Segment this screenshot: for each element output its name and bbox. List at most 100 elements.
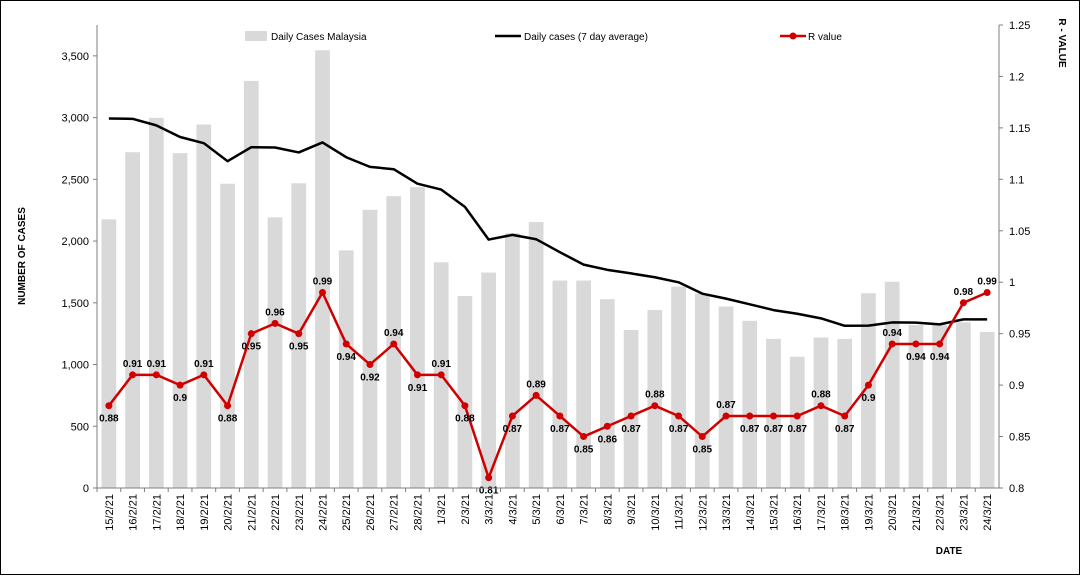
x-tick-label-35: 22/3/21 [935,494,947,531]
r-label-13: 0.91 [408,383,428,394]
r-point-19 [556,412,564,420]
bar-21 [599,299,615,488]
r-label-0: 0.88 [99,414,119,425]
x-tick-label-11: 26/2/21 [365,494,377,531]
x-tick-label-20: 7/3/21 [579,494,591,525]
y2-tick-label-5: 1.05 [1009,226,1030,238]
r-point-30 [817,402,825,410]
r-label-4: 0.91 [194,359,214,370]
bar-29 [789,356,805,488]
x-axis-title: DATE [936,546,963,557]
bar-15 [457,296,473,488]
r-label-35: 0.94 [930,352,950,363]
y2-tick-label-2: 0.9 [1009,380,1024,392]
r-point-11 [366,361,374,369]
bar-26 [718,306,734,488]
x-tick-label-36: 23/3/21 [958,494,970,531]
bar-4 [196,124,212,488]
r-label-8: 0.95 [289,342,309,353]
r-label-18: 0.89 [526,379,546,390]
r-point-27 [746,412,754,420]
r-point-35 [936,340,944,348]
r-label-1: 0.91 [123,359,143,370]
y2-tick-label-9: 1.25 [1009,20,1030,32]
y-tick-label-0: 0 [83,483,89,495]
x-tick-label-9: 24/2/21 [318,494,330,531]
x-tick-label-27: 14/3/21 [745,494,757,531]
r-label-19: 0.87 [550,424,570,435]
x-tick-label-37: 24/3/21 [982,494,994,531]
r-point-25 [698,433,706,441]
x-tick-label-28: 15/3/21 [769,494,781,531]
r-point-28 [770,412,777,420]
x-tick-label-10: 25/2/21 [341,494,353,531]
r-point-8 [295,330,303,338]
bar-10 [338,250,354,488]
r-point-3 [176,381,184,389]
bar-19 [552,280,568,488]
r-point-2 [152,371,160,379]
x-tick-label-5: 20/2/21 [223,494,235,531]
x-tick-label-15: 2/3/21 [460,494,472,525]
r-point-10 [342,340,350,348]
bar-5 [220,183,235,488]
y2-tick-label-7: 1.15 [1009,123,1030,135]
r-point-17 [508,412,516,420]
x-tick-label-24: 11/3/21 [674,494,686,530]
legend: Daily Cases Malaysia Daily cases (7 day … [245,31,842,43]
bar-9 [315,50,330,488]
r-label-32: 0.9 [861,393,875,404]
bar-2 [148,117,164,489]
bar-37 [979,331,995,488]
x-tick-label-26: 13/3/21 [721,494,733,531]
legend-label-bars: Daily Cases Malaysia [271,32,367,43]
r-point-26 [722,412,730,420]
r-value-series: 0.880.91 0.910.90.910.880.950.960.950.990… [99,277,997,497]
r-point-21 [603,422,611,430]
x-tick-label-29: 16/3/21 [792,494,804,531]
r-label-25: 0.85 [693,445,713,456]
x-tick-label-4: 19/2/21 [199,494,211,531]
r-label-29: 0.87 [788,424,808,435]
bar-6 [243,80,259,489]
r-point-4 [200,371,208,379]
r-label-30: 0.88 [811,390,831,401]
r-point-22 [627,412,635,420]
r-point-32 [864,381,872,389]
x-tick-label-17: 4/3/21 [507,494,519,525]
x-tick-label-21: 8/3/21 [602,494,614,525]
x-tick-label-3: 18/2/21 [175,494,187,531]
y-axis-title: NUMBER OF CASES [17,207,28,305]
y2-tick-label-0: 0.8 [1009,483,1024,495]
bar-34 [908,325,924,488]
bar-1 [125,152,140,489]
r-label-7: 0.96 [265,307,285,318]
x-tick-label-19: 6/3/21 [555,494,567,525]
bar-18 [528,222,544,488]
x-tick-label-22: 9/3/21 [626,494,638,525]
bar-33 [884,281,900,488]
r-label-14: 0.91 [431,359,451,370]
r-label-31: 0.87 [835,424,855,435]
r-value-line [107,291,988,479]
bar-27 [742,320,758,488]
r-label-33: 0.94 [882,328,902,339]
y-tick-label-3: 1,500 [61,298,89,310]
r-point-1 [129,371,137,379]
average-line-series [108,117,988,328]
r-label-9: 0.99 [313,277,333,288]
bar-30 [813,337,829,488]
bar-3 [172,153,188,489]
x-tick-label-12: 27/2/21 [389,494,401,531]
r-label-17: 0.87 [503,424,523,435]
r-point-20 [580,433,588,441]
x-tick-label-33: 20/3/21 [887,494,899,531]
r-point-31 [841,412,849,420]
r-point-6 [247,330,255,338]
y2-tick-label-8: 1.2 [1009,71,1024,83]
bar-17 [505,233,520,488]
r-point-9 [319,289,326,297]
r-label-10: 0.94 [337,352,357,363]
